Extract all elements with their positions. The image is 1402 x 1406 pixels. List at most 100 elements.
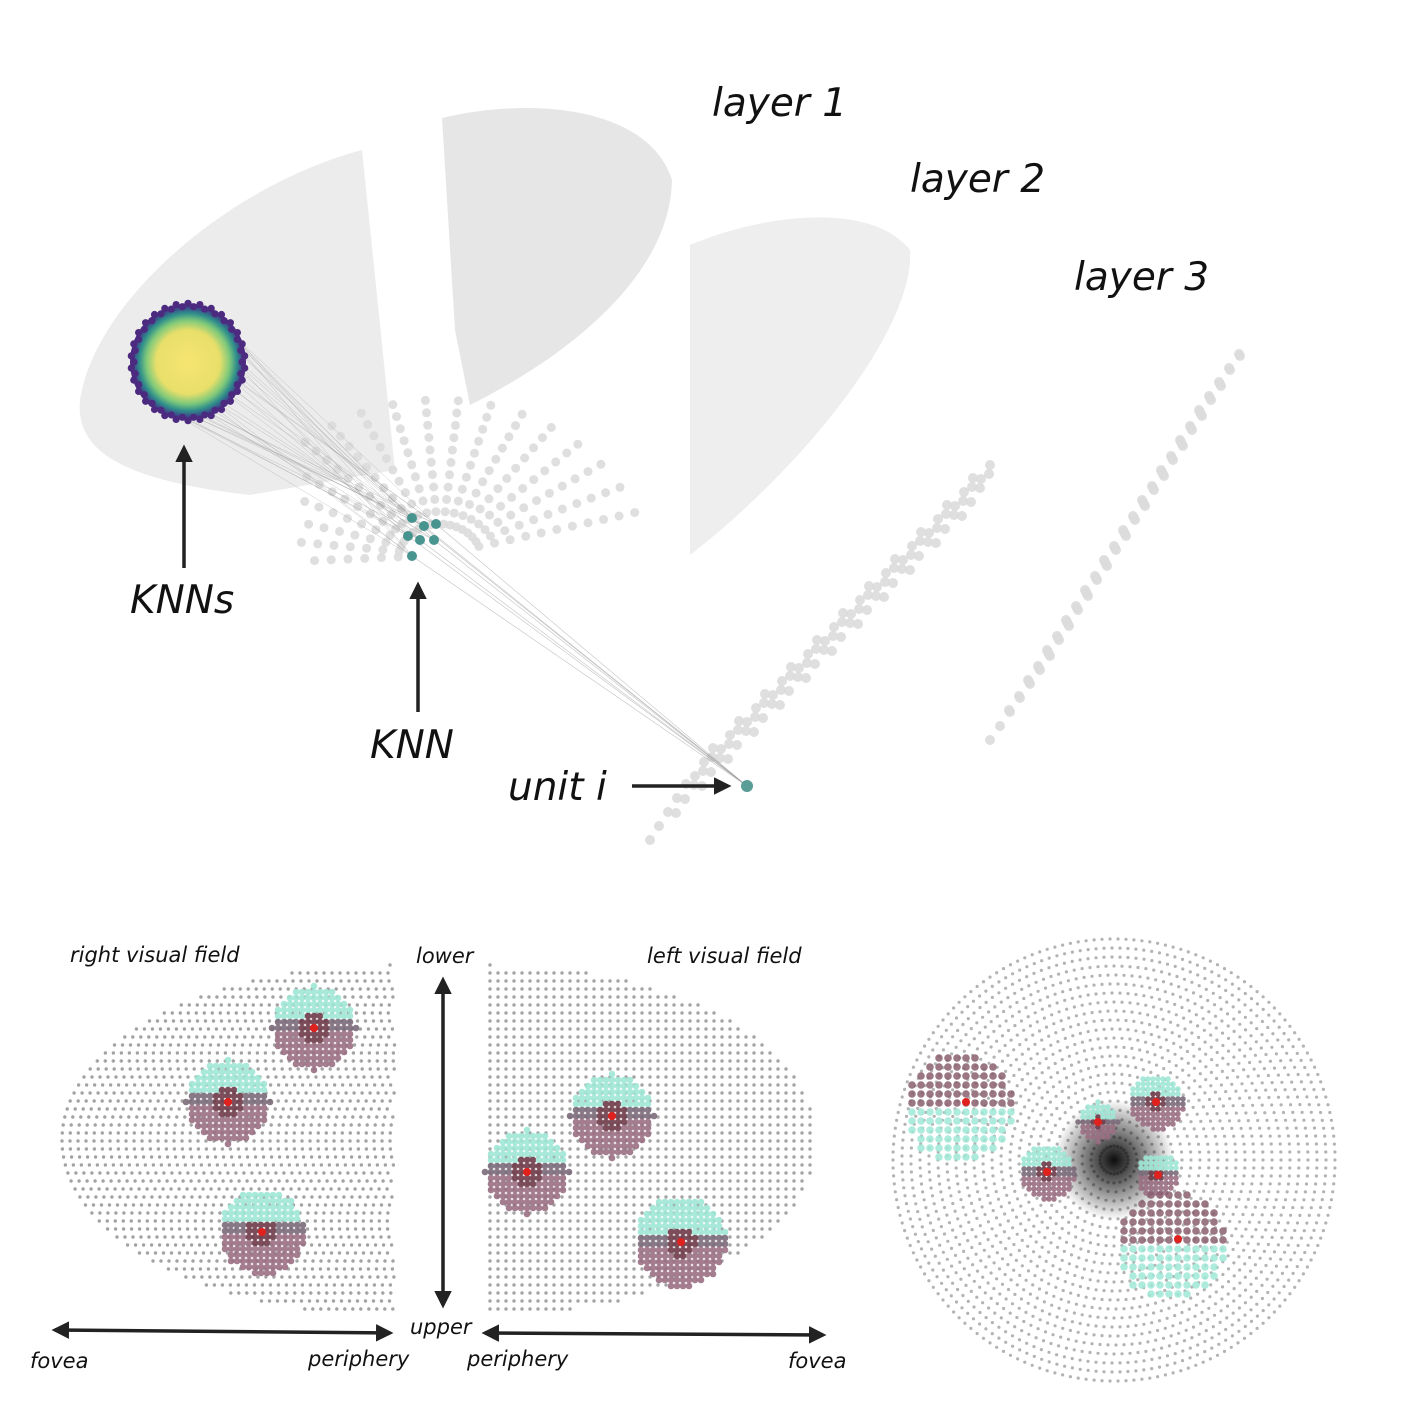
grid-dot bbox=[387, 979, 391, 983]
grid-dot bbox=[775, 700, 785, 710]
grid-dot bbox=[584, 1019, 588, 1023]
grid-dot bbox=[277, 1155, 282, 1159]
grid-dot bbox=[712, 1051, 716, 1055]
grid-dot bbox=[334, 1195, 338, 1199]
grid-dot bbox=[672, 1139, 676, 1143]
grid-dot bbox=[213, 1243, 218, 1247]
grid-dot bbox=[680, 1131, 684, 1135]
grid-dot bbox=[488, 1123, 492, 1127]
knns-rim-dot bbox=[241, 364, 249, 372]
grid-dot bbox=[267, 1019, 272, 1023]
grid-dot bbox=[567, 521, 577, 531]
grid-dot bbox=[982, 1231, 986, 1235]
grid-dot bbox=[616, 1027, 620, 1031]
grid-dot bbox=[1293, 1118, 1297, 1122]
grid-dot bbox=[957, 1190, 961, 1194]
grid-dot bbox=[1213, 1090, 1217, 1094]
grid-dot bbox=[347, 1235, 351, 1239]
grid-dot bbox=[1019, 1019, 1024, 1023]
grid-dot bbox=[128, 1091, 132, 1095]
grid-dot bbox=[1135, 1075, 1140, 1079]
grid-dot bbox=[149, 1179, 153, 1183]
grid-dot bbox=[608, 1179, 612, 1183]
grid-dot bbox=[1231, 1247, 1235, 1252]
grid-dot bbox=[1128, 1242, 1132, 1247]
grid-dot bbox=[1047, 1034, 1051, 1038]
grid-dot bbox=[321, 1251, 326, 1255]
knns-rim-dot bbox=[130, 340, 138, 348]
grid-dot bbox=[784, 1147, 788, 1151]
grid-dot bbox=[938, 1182, 942, 1186]
grid-dot bbox=[544, 1259, 548, 1263]
grid-dot bbox=[504, 1275, 508, 1279]
grid-dot bbox=[792, 1195, 796, 1199]
grid-dot bbox=[353, 1251, 358, 1255]
grid-dot bbox=[1288, 1166, 1292, 1170]
grid-dot bbox=[712, 1059, 716, 1063]
grid-dot bbox=[544, 1307, 548, 1311]
grid-dot bbox=[175, 1051, 180, 1055]
grid-dot bbox=[113, 1187, 117, 1191]
grid-dot bbox=[368, 1067, 372, 1071]
grid-dot bbox=[376, 500, 386, 510]
grid-dot bbox=[1004, 1019, 1008, 1023]
grid-dot bbox=[1090, 571, 1100, 581]
grid-dot bbox=[203, 1035, 207, 1039]
grid-dot bbox=[1221, 1212, 1225, 1216]
grid-dot bbox=[792, 1187, 796, 1191]
grid-dot bbox=[1055, 1315, 1059, 1319]
grid-dot bbox=[285, 1123, 289, 1127]
grid-dot bbox=[950, 501, 960, 511]
grid-dot bbox=[632, 1179, 636, 1183]
grid-dot bbox=[77, 1123, 81, 1127]
grid-dot bbox=[568, 987, 572, 991]
grid-dot bbox=[93, 1123, 97, 1127]
grid-dot bbox=[1098, 1342, 1102, 1347]
grid-dot bbox=[130, 1075, 134, 1079]
grid-dot bbox=[430, 494, 440, 504]
grid-dot bbox=[696, 1107, 700, 1111]
grid-dot bbox=[359, 1115, 363, 1119]
grid-dot bbox=[704, 1019, 708, 1023]
grid-dot bbox=[784, 1203, 788, 1207]
grid-dot bbox=[1176, 1023, 1180, 1027]
grid-dot bbox=[768, 1099, 772, 1103]
grid-dot bbox=[1196, 1142, 1201, 1146]
grid-dot bbox=[375, 1115, 379, 1119]
grid-dot bbox=[1070, 996, 1074, 1000]
grid-dot bbox=[300, 1139, 304, 1143]
grid-dot bbox=[1237, 1255, 1241, 1259]
grid-dot bbox=[504, 1075, 508, 1079]
grid-dot bbox=[985, 460, 995, 470]
grid-dot bbox=[979, 1057, 983, 1061]
grid-dot bbox=[1116, 1298, 1120, 1302]
grid-dot bbox=[576, 979, 580, 983]
grid-dot bbox=[308, 1131, 312, 1135]
grid-dot bbox=[672, 1107, 676, 1111]
grid-dot bbox=[640, 1275, 644, 1279]
grid-dot bbox=[282, 1171, 286, 1175]
grid-dot bbox=[1088, 1231, 1092, 1235]
grid-dot bbox=[380, 1147, 385, 1151]
grid-dot bbox=[377, 1107, 381, 1111]
grid-dot bbox=[616, 979, 620, 983]
grid-dot bbox=[632, 1187, 636, 1191]
grid-dot bbox=[1118, 991, 1122, 995]
grid-dot bbox=[1291, 1206, 1295, 1210]
grid-dot bbox=[1273, 1228, 1277, 1232]
grid-dot bbox=[760, 1115, 764, 1119]
grid-dot bbox=[300, 1083, 305, 1087]
grid-dot bbox=[173, 1123, 177, 1127]
grid-dot bbox=[640, 1011, 644, 1015]
grid-dot bbox=[341, 1243, 346, 1247]
grid-dot bbox=[624, 1275, 628, 1279]
grid-dot bbox=[947, 1186, 951, 1190]
grid-dot bbox=[336, 431, 345, 441]
grid-dot bbox=[1018, 1273, 1022, 1277]
grid-dot bbox=[1189, 1166, 1193, 1170]
grid-dot bbox=[784, 1187, 788, 1191]
grid-dot bbox=[488, 1299, 492, 1303]
grid-dot bbox=[1160, 1346, 1164, 1350]
knns-rim-dot bbox=[131, 370, 139, 378]
grid-dot bbox=[1177, 1034, 1181, 1038]
